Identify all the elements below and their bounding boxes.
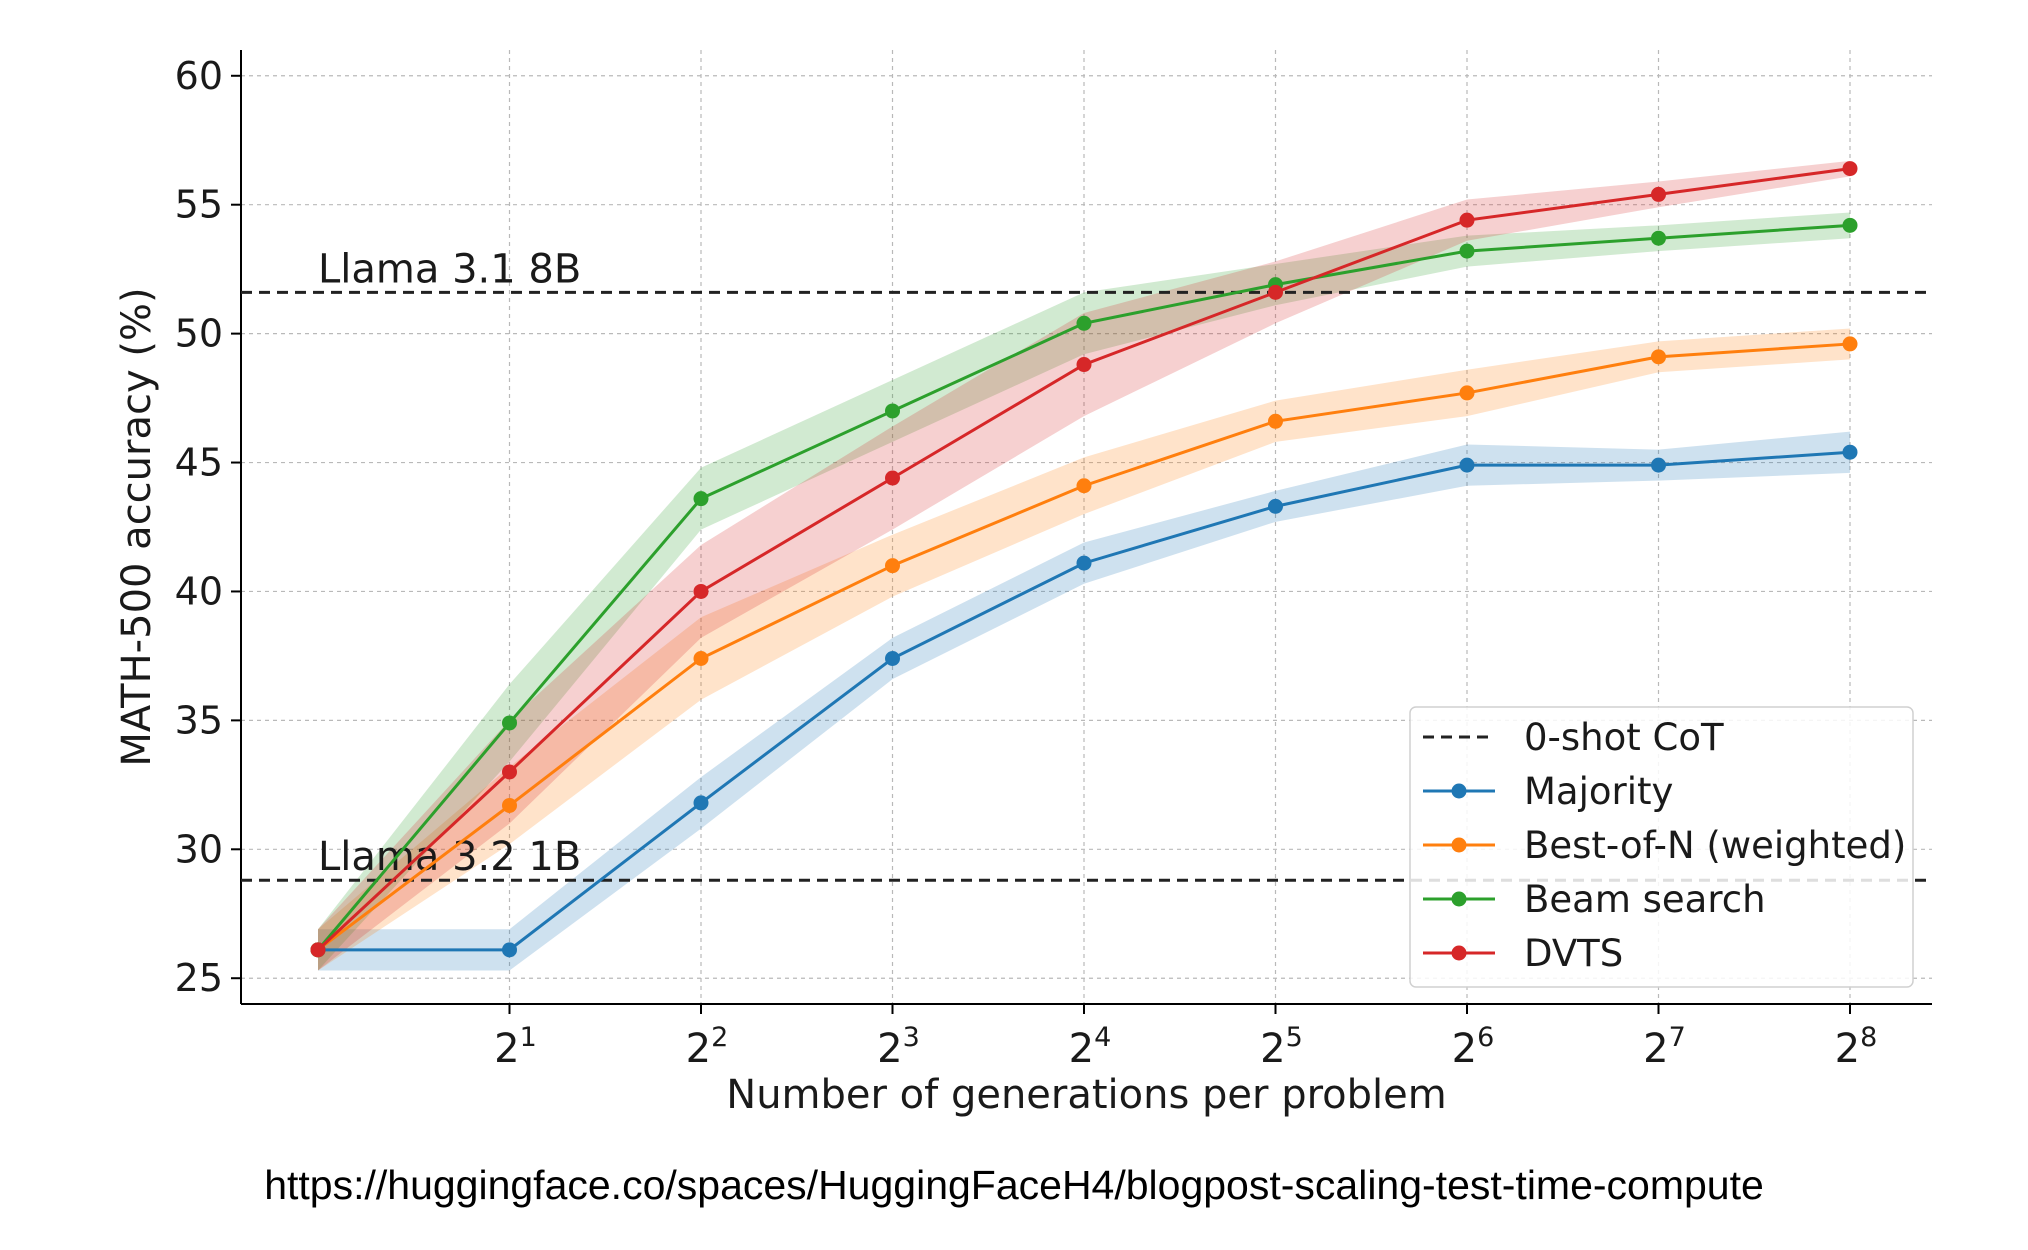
data-point xyxy=(885,403,900,419)
legend-label: Majority xyxy=(1524,770,1673,813)
data-point xyxy=(1268,498,1283,514)
confidence-band xyxy=(318,212,1850,971)
data-point xyxy=(1651,186,1666,202)
data-point xyxy=(1459,212,1475,228)
data-point xyxy=(1268,284,1283,300)
y-tick-label: 45 xyxy=(175,441,223,485)
data-point xyxy=(1459,243,1475,259)
data-point xyxy=(1651,457,1666,473)
data-point xyxy=(502,942,517,958)
data-point xyxy=(502,764,517,780)
x-tick-label: 24 xyxy=(1069,1022,1112,1072)
legend-marker xyxy=(1451,945,1467,961)
source-url: https://huggingface.co/spaces/HuggingFac… xyxy=(264,1162,1764,1208)
data-point xyxy=(502,715,517,731)
data-point xyxy=(1268,413,1283,429)
data-point xyxy=(1459,457,1475,473)
data-point xyxy=(693,795,709,811)
y-axis-label: MATH-500 accuracy (%) xyxy=(114,287,160,766)
legend-label: Best-of-N (weighted) xyxy=(1524,824,1906,867)
reference-line-label: Llama 3.1 8B xyxy=(318,246,581,292)
legend-label: DVTS xyxy=(1524,932,1623,975)
data-point xyxy=(1842,336,1858,352)
legend-marker xyxy=(1451,783,1467,799)
legend-label: Beam search xyxy=(1524,878,1766,921)
data-point xyxy=(1076,315,1092,331)
legend-marker xyxy=(1451,891,1467,907)
x-tick-label: 22 xyxy=(686,1022,729,1072)
x-tick-label: 21 xyxy=(494,1022,537,1072)
data-point xyxy=(693,583,709,599)
data-point xyxy=(885,470,900,486)
data-point xyxy=(693,491,709,507)
legend-label: 0-shot CoT xyxy=(1524,716,1724,759)
x-tick-label: 25 xyxy=(1260,1022,1303,1072)
data-point xyxy=(885,558,900,574)
x-tick-label: 28 xyxy=(1835,1022,1878,1072)
data-point xyxy=(310,942,326,958)
data-point xyxy=(693,650,709,666)
x-tick-label: 23 xyxy=(877,1022,920,1072)
data-point xyxy=(1842,444,1858,460)
data-point xyxy=(1842,161,1858,177)
data-point xyxy=(885,650,900,666)
y-tick-label: 30 xyxy=(175,827,223,871)
data-point xyxy=(1651,349,1666,365)
data-point xyxy=(1651,230,1666,246)
y-tick-label: 60 xyxy=(175,54,223,98)
reference-line-label: Llama 3.2 1B xyxy=(318,834,581,880)
y-tick-label: 35 xyxy=(175,698,223,742)
data-point xyxy=(1076,555,1092,571)
y-tick-label: 25 xyxy=(175,956,223,1000)
data-point xyxy=(502,797,517,813)
y-tick-label: 50 xyxy=(175,312,223,356)
x-axis-label: Number of generations per problem xyxy=(726,1072,1446,1118)
data-point xyxy=(1076,478,1092,494)
legend: 0-shot CoT Majority Best-of-N (weighted) Be… xyxy=(1409,706,1914,988)
data-point xyxy=(1459,385,1475,401)
legend-marker xyxy=(1451,837,1467,853)
y-tick-label: 40 xyxy=(175,569,223,613)
data-point xyxy=(1842,217,1858,233)
x-tick-label: 26 xyxy=(1452,1022,1495,1072)
legend-frame xyxy=(1409,706,1914,988)
data-point xyxy=(1076,357,1092,373)
x-tick-label: 27 xyxy=(1643,1022,1686,1072)
y-tick-label: 55 xyxy=(175,183,223,227)
